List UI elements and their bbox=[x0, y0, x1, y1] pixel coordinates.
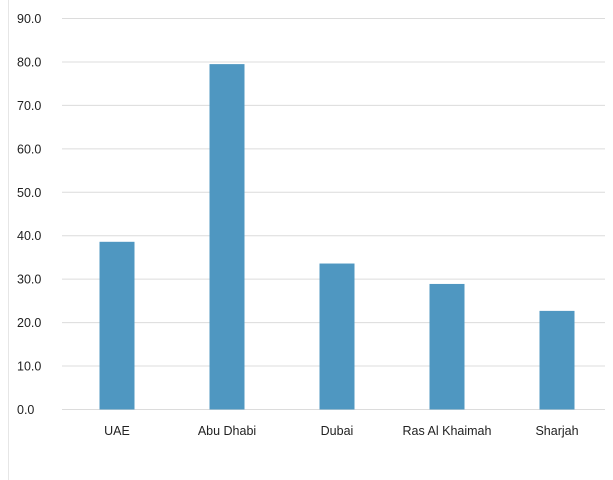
bar-uae bbox=[99, 241, 135, 410]
bars bbox=[99, 64, 575, 410]
chart-frame bbox=[8, 0, 613, 480]
y-tick-label: 70.0 bbox=[17, 99, 41, 113]
y-tick-label: 10.0 bbox=[17, 360, 41, 374]
bar-dubai bbox=[319, 263, 355, 410]
y-tick-label: 50.0 bbox=[17, 186, 41, 200]
bar-sharjah bbox=[539, 310, 575, 410]
x-category-label: Dubai bbox=[321, 424, 354, 438]
y-tick-label: 20.0 bbox=[17, 316, 41, 330]
x-category-label: Abu Dhabi bbox=[198, 424, 256, 438]
x-category-label: UAE bbox=[104, 424, 130, 438]
y-tick-label: 30.0 bbox=[17, 273, 41, 287]
x-category-label: Sharjah bbox=[535, 424, 578, 438]
y-tick-label: 80.0 bbox=[17, 55, 41, 69]
bar-abu-dhabi bbox=[209, 64, 245, 410]
x-category-label: Ras Al Khaimah bbox=[403, 424, 492, 438]
y-tick-label: 0.0 bbox=[17, 403, 34, 417]
y-tick-label: 60.0 bbox=[17, 142, 41, 156]
x-axis-labels: UAE Abu Dhabi Dubai Ras Al Khaimah Sharjah bbox=[104, 424, 578, 438]
y-axis-ticks: 0.0 10.0 20.0 30.0 40.0 50.0 60.0 70.0 80.0 90.0 bbox=[17, 12, 41, 417]
bar-ras-al-khaimah bbox=[429, 283, 465, 410]
y-tick-label: 40.0 bbox=[17, 229, 41, 243]
gridlines bbox=[62, 18, 605, 410]
y-tick-label: 90.0 bbox=[17, 12, 41, 26]
